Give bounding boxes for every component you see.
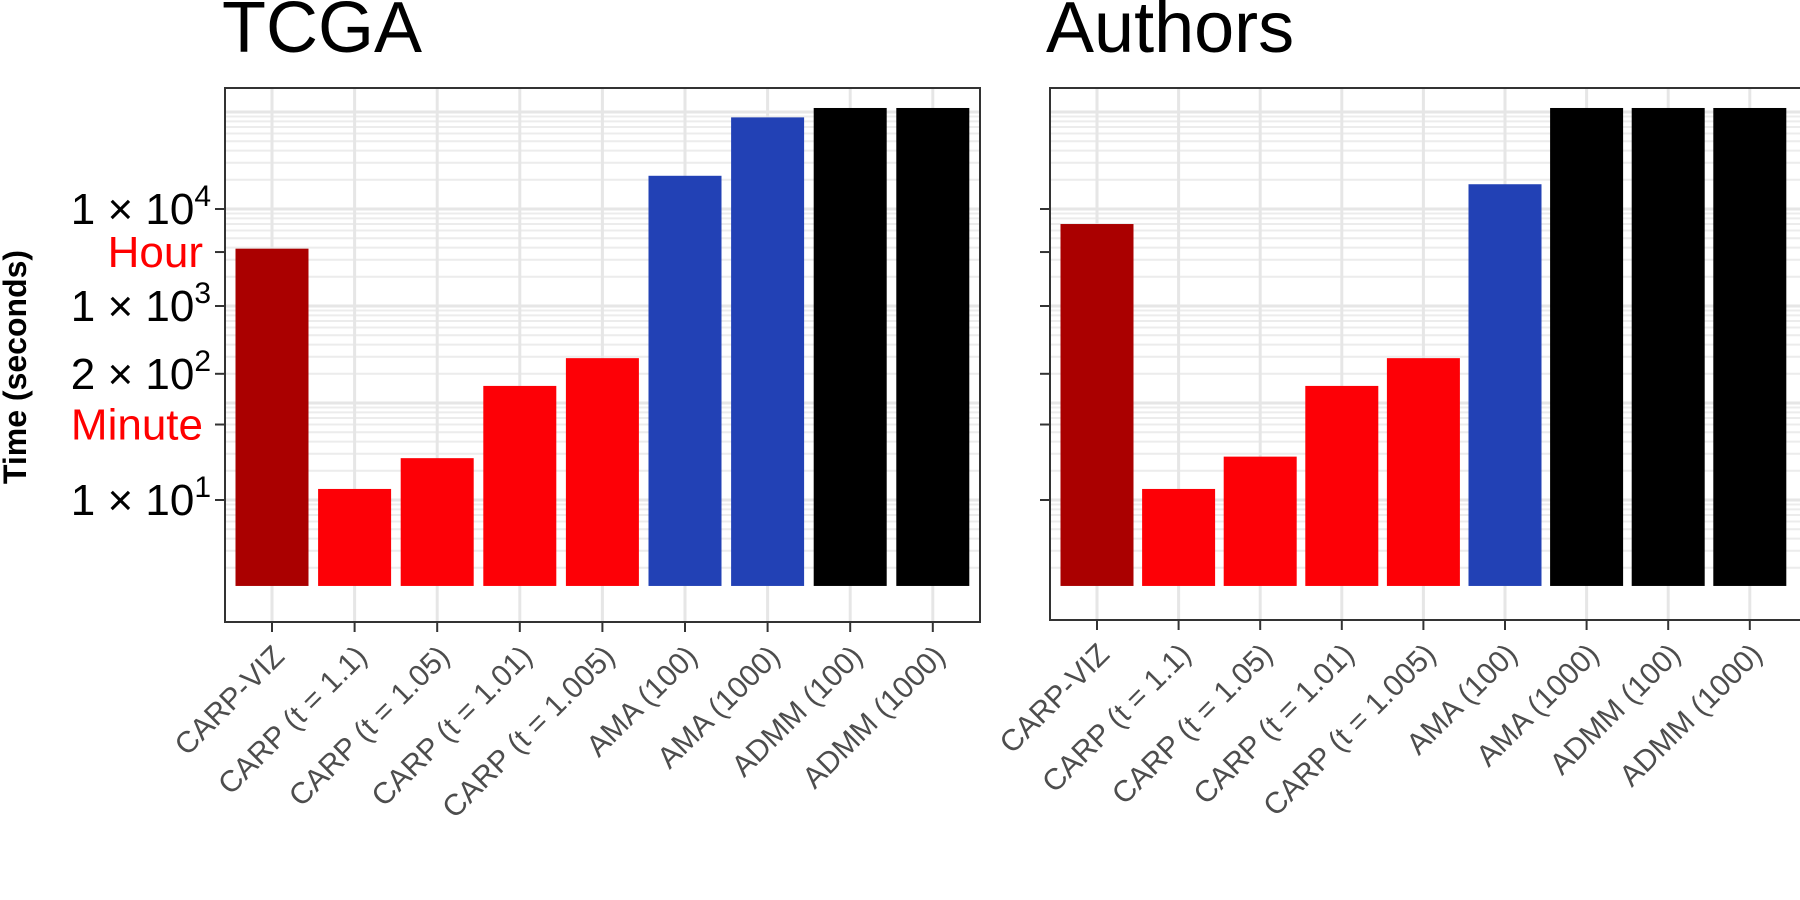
y-tick-label: 1 × 103 (71, 277, 211, 331)
bar-6 (648, 175, 722, 586)
x-tick-label: ADMM (1000) (1613, 638, 1768, 793)
bar-3 (400, 458, 474, 586)
bar-9 (896, 107, 970, 586)
bar-7 (1550, 107, 1624, 586)
bars-authors (1060, 107, 1787, 586)
reference-label-hour: Hour (108, 228, 203, 277)
bar-1 (235, 248, 309, 586)
panel-title-tcga: TCGA (222, 0, 422, 68)
bar-4 (1305, 385, 1379, 586)
bars-tcga (235, 107, 970, 586)
y-tick-exponent: 4 (194, 180, 211, 213)
bar-3 (1223, 456, 1297, 586)
bar-2 (1142, 488, 1216, 586)
bar-8 (1631, 107, 1705, 586)
y-tick-label: 1 × 104 (71, 180, 211, 234)
x-tick-label: CARP (t = 1.1) (212, 640, 373, 801)
bar-2 (318, 488, 392, 586)
y-tick-exponent: 2 (194, 345, 211, 378)
x-tick-label: ADMM (1000) (796, 640, 951, 795)
bar-6 (1468, 184, 1542, 586)
bar-5 (565, 358, 639, 586)
panel-tcga: TCGA 1 × 101 2 × 102 1 × 103 1 × 104 Minute H… (71, 0, 981, 825)
y-axis-tcga: 1 × 101 2 × 102 1 × 103 1 × 104 Minute Hour (71, 180, 225, 525)
y-tick-exponent: 1 (194, 471, 211, 504)
y-axis-label: Time (seconds) (0, 250, 33, 484)
bar-7 (731, 117, 805, 586)
y-tick-label: 1 × 101 (71, 471, 211, 525)
y-axis-authors (1040, 208, 1050, 501)
bar-4 (483, 385, 557, 586)
bar-9 (1713, 107, 1787, 586)
y-tick-exponent: 3 (194, 277, 211, 310)
bar-5 (1386, 358, 1460, 586)
bar-8 (813, 107, 887, 586)
panel-title-authors: Authors (1046, 0, 1294, 68)
bar-1 (1060, 224, 1134, 586)
x-tick-label: CARP (t = 1.1) (1036, 638, 1197, 799)
plot-frame-authors (1049, 87, 1800, 621)
y-tick-label: 2 × 102 (71, 345, 211, 399)
reference-label-minute: Minute (71, 401, 203, 450)
